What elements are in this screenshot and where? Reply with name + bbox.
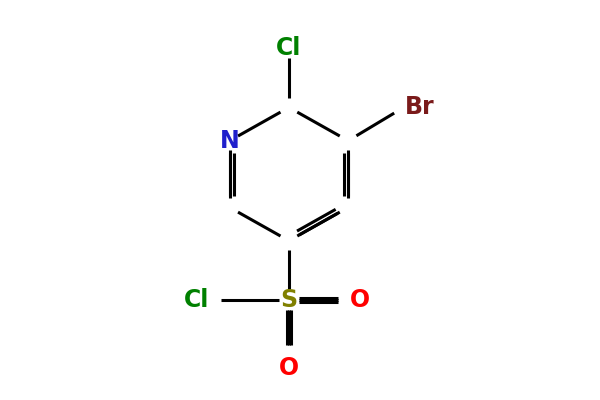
Text: Cl: Cl: [184, 288, 209, 312]
Text: N: N: [220, 129, 239, 153]
Text: Cl: Cl: [276, 36, 302, 60]
Text: Br: Br: [405, 96, 435, 120]
Text: S: S: [280, 288, 298, 312]
Text: O: O: [279, 356, 299, 380]
Text: O: O: [350, 288, 370, 312]
